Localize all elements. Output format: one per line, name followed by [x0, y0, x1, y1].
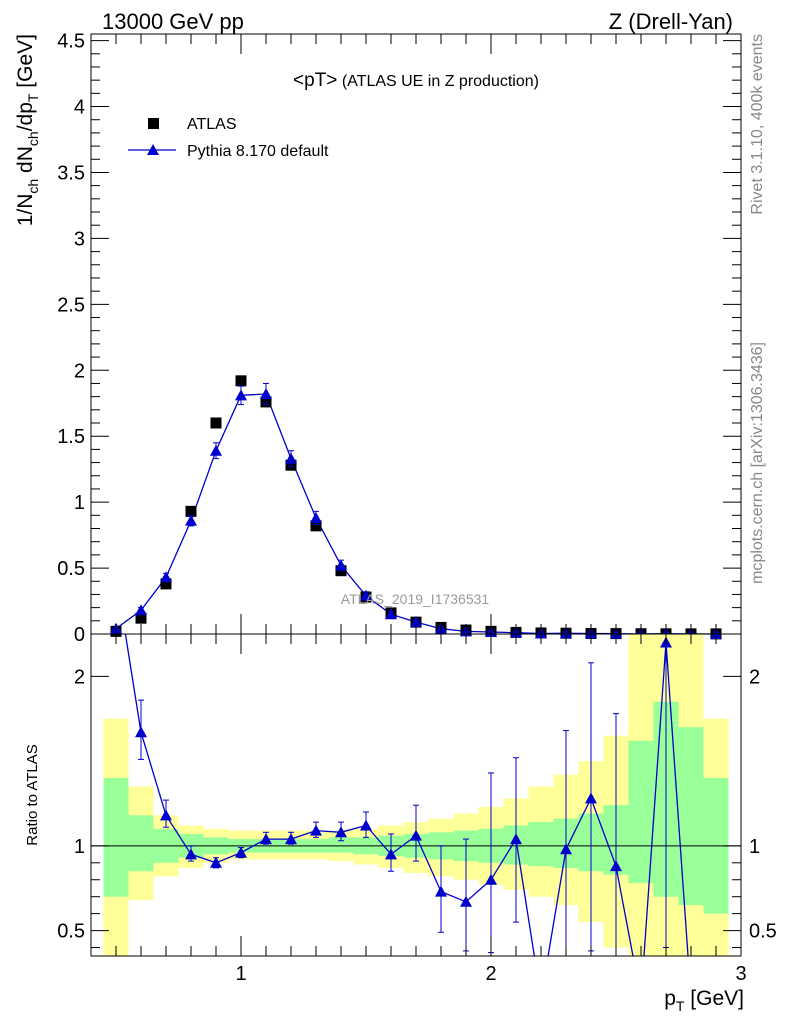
main-y-tick-label: 3.5	[57, 162, 85, 184]
ratio-point	[485, 873, 497, 885]
ratio-point	[360, 819, 372, 831]
ratio-band-inner	[128, 815, 154, 872]
ratio-point	[185, 848, 197, 860]
main-y-tick-label: 0.5	[57, 558, 85, 580]
legend-mc-label: Pythia 8.170 default	[187, 143, 329, 160]
mc-point	[160, 571, 172, 583]
ratio-y-tick-label: 0.5	[749, 921, 777, 943]
process-label: Z (Drell-Yan)	[609, 9, 733, 34]
plot-title: <pT> (ATLAS UE in Z production)	[293, 70, 539, 91]
ratio-point	[235, 846, 247, 858]
ratio-point	[310, 824, 322, 836]
axis-ticks	[90, 34, 742, 956]
main-y-tick-label: 2.5	[57, 294, 85, 316]
legend-data-marker	[148, 118, 159, 129]
collision-label: 13000 GeV pp	[102, 9, 244, 34]
ratio-y-tick-label: 2	[74, 666, 85, 688]
x-tick-label: 3	[735, 963, 746, 985]
mc-point	[260, 388, 272, 399]
ratio-y-tick-label: 1	[749, 836, 760, 858]
legend: ATLAS Pythia 8.170 default	[128, 116, 329, 160]
mc-point	[335, 559, 347, 571]
data-point	[160, 578, 172, 590]
ratio-point	[385, 848, 397, 860]
ratio-series-group	[113, 634, 689, 956]
data-point	[310, 520, 322, 532]
ratio-point	[560, 843, 572, 855]
legend-data-label: ATLAS	[187, 116, 237, 133]
ratio-point	[510, 833, 522, 845]
mc-point	[310, 511, 322, 523]
ratio-point	[335, 826, 347, 838]
data-point	[210, 417, 222, 429]
main-y-tick-label: 4.5	[57, 31, 85, 53]
ratio-y-tick-label: 0.5	[57, 921, 85, 943]
ratio-point	[585, 792, 597, 804]
ratio-point	[210, 856, 222, 868]
main-y-axis-label: 1/Nch dNch/dpT [GeV]	[14, 34, 41, 226]
ratio-point	[135, 726, 147, 738]
mc-point	[285, 452, 297, 464]
data-point	[235, 375, 247, 387]
source-url-label: mcplots.cern.ch [arXiv:1306.3436]	[749, 342, 766, 584]
ratio-band-inner	[328, 837, 354, 853]
ratio-point	[160, 809, 172, 821]
ratio-point	[260, 833, 272, 845]
plot-title-sub: (ATLAS UE in Z production)	[337, 73, 539, 90]
ratio-point	[410, 829, 422, 841]
ratio-plot-area	[91, 634, 741, 956]
ratio-y-axis-label: Ratio to ATLAS	[24, 744, 41, 845]
ratio-band-inner	[528, 822, 554, 867]
mc-point	[385, 608, 397, 620]
data-point	[135, 612, 147, 624]
main-y-tick-label: 0	[74, 624, 85, 646]
data-point	[185, 505, 197, 517]
mc-point	[135, 604, 147, 616]
main-y-tick-label: 4	[74, 97, 85, 119]
mc-point	[210, 444, 222, 456]
ratio-y-tick-label: 1	[74, 836, 85, 858]
plot-title-main: <pT>	[293, 70, 337, 91]
legend-mc-marker	[147, 144, 159, 155]
ratio-y-tick-label: 2	[749, 666, 760, 688]
x-tick-label: 1	[235, 963, 246, 985]
ratio-point	[460, 895, 472, 907]
mc-point	[360, 589, 372, 601]
main-y-tick-label: 1	[74, 492, 85, 514]
ratio-point	[610, 860, 622, 872]
mc-point	[235, 389, 247, 401]
mc-point	[185, 514, 197, 526]
main-y-tick-label: 3	[74, 228, 85, 250]
ratio-point	[435, 885, 447, 897]
x-axis-label: pT [GeV]	[664, 987, 744, 1014]
ratio-point	[285, 833, 297, 845]
main-y-tick-label: 1.5	[57, 426, 85, 448]
mc-point	[410, 616, 422, 628]
ratio-band-inner	[103, 778, 129, 897]
x-tick-label: 2	[485, 963, 496, 985]
ratio-band-inner	[628, 740, 654, 884]
analysis-watermark: ATLAS_2019_I1736531	[341, 591, 490, 607]
main-y-tick-label: 2	[74, 360, 85, 382]
rivet-version-label: Rivet 3.1.10, 400k events	[749, 34, 766, 215]
